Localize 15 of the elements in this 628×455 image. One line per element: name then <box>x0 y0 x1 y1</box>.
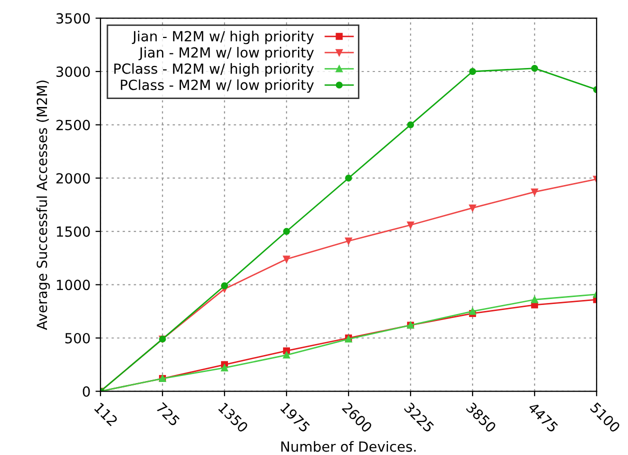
y-tick-label: 3000 <box>56 66 90 77</box>
y-tick-label: 0 <box>82 386 90 397</box>
x-tick-label: 725 <box>156 402 180 427</box>
y-tick-label: 2500 <box>56 120 90 130</box>
legend-label: Jian - M2M w/ high priority <box>132 30 314 44</box>
y-tick-label: 2000 <box>56 173 90 184</box>
y-axis-title: Average Successful Accesses (M2M) <box>36 80 50 330</box>
x-axis-title: Number of Devices. <box>281 441 416 452</box>
y-tick-label: 1500 <box>56 226 90 237</box>
y-tick-label: 500 <box>65 332 90 344</box>
y-tick-label: 3500 <box>56 13 90 24</box>
legend-label: PClass - M2M w/ high priority <box>114 63 314 77</box>
legend-label: PClass - M2M w/ low priority <box>120 79 314 93</box>
legend-label: Jian - M2M w/ low priority <box>138 46 314 60</box>
y-tick-label: 1000 <box>56 280 90 290</box>
